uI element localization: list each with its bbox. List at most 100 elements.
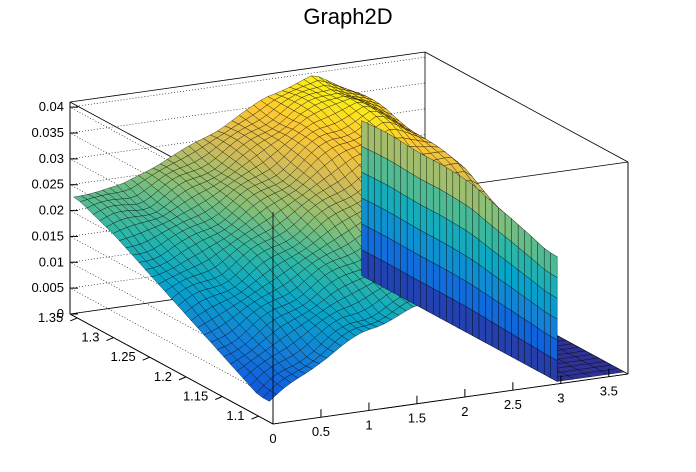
drop-wall-cell bbox=[446, 218, 453, 249]
drop-wall-cell bbox=[374, 256, 382, 287]
drop-wall-cell bbox=[393, 162, 401, 194]
drop-wall-cell bbox=[387, 237, 395, 268]
drop-wall-cell bbox=[452, 273, 460, 304]
drop-wall-cell bbox=[465, 255, 473, 286]
drop-wall-cell bbox=[550, 294, 558, 320]
y-tick bbox=[70, 317, 78, 322]
drop-wall-cell bbox=[400, 244, 408, 275]
drop-wall-cell bbox=[485, 293, 493, 323]
z-tick-label: 0.015 bbox=[31, 228, 64, 243]
y-tick bbox=[215, 396, 223, 400]
drop-wall-cell bbox=[491, 273, 499, 303]
y-tick-label: 1.1 bbox=[226, 408, 244, 423]
drop-wall-cell bbox=[380, 181, 388, 212]
drop-wall-cell bbox=[498, 302, 506, 331]
drop-wall-cell bbox=[380, 129, 388, 160]
drop-wall-cell bbox=[491, 297, 499, 327]
drop-wall-cell bbox=[504, 259, 512, 289]
drop-wall-cell bbox=[439, 240, 447, 271]
drop-wall-cell bbox=[367, 226, 375, 257]
drop-wall-cell bbox=[400, 166, 408, 198]
drop-wall-cell bbox=[393, 188, 401, 220]
drop-wall-cell bbox=[439, 188, 447, 220]
drop-wall-cell bbox=[426, 182, 434, 212]
z-tick-label: 0.01 bbox=[39, 254, 64, 269]
drop-wall-cell bbox=[380, 233, 388, 264]
drop-wall-cell bbox=[550, 273, 558, 299]
y-tick bbox=[142, 356, 150, 361]
box-edge-front bbox=[69, 313, 274, 425]
drop-wall-cell bbox=[393, 214, 401, 246]
drop-wall-cell bbox=[380, 259, 388, 290]
drop-wall-cell bbox=[439, 163, 447, 194]
drop-wall-cell bbox=[446, 269, 453, 300]
x-tick-label: 1.5 bbox=[408, 411, 426, 426]
drop-wall-cell bbox=[387, 185, 395, 216]
drop-wall-cell bbox=[446, 167, 453, 198]
drop-wall-cell bbox=[472, 284, 480, 315]
drop-wall-cell bbox=[406, 222, 414, 253]
x-tick-label: 3.5 bbox=[600, 384, 618, 399]
z-tick-label: 0.005 bbox=[31, 280, 64, 295]
drop-wall-cell bbox=[420, 152, 427, 183]
drop-wall-cell bbox=[498, 325, 506, 354]
drop-wall-cell bbox=[393, 266, 401, 297]
drop-wall-cell bbox=[478, 289, 486, 319]
drop-wall-cell bbox=[433, 185, 440, 216]
drop-wall-cell bbox=[459, 226, 467, 257]
drop-wall-cell bbox=[459, 277, 467, 307]
drop-wall-cell bbox=[413, 174, 421, 205]
y-tick-label: 1.3 bbox=[81, 330, 99, 345]
drop-wall-cell bbox=[426, 207, 434, 238]
x-tick-label: 0.5 bbox=[312, 424, 330, 439]
drop-wall-cell bbox=[380, 155, 388, 186]
y-tick bbox=[251, 415, 259, 420]
drop-wall-cell bbox=[387, 132, 395, 164]
drop-wall-cell bbox=[465, 280, 473, 311]
drop-wall-cell bbox=[530, 345, 538, 372]
drop-wall-cell bbox=[361, 171, 369, 202]
drop-wall-cell bbox=[544, 353, 551, 379]
drop-wall-cell bbox=[452, 170, 460, 202]
z-tick-label: 0.025 bbox=[31, 177, 64, 192]
drop-wall-cell bbox=[537, 349, 545, 375]
drop-wall-cell bbox=[504, 306, 512, 335]
z-tick-label: 0.02 bbox=[39, 203, 64, 218]
drop-wall-cell bbox=[413, 251, 421, 282]
drop-wall-cell bbox=[420, 229, 427, 260]
drop-wall-cell bbox=[465, 230, 473, 261]
drop-wall-cell bbox=[537, 327, 545, 354]
drop-wall-cell bbox=[406, 196, 414, 227]
drop-wall-cell bbox=[367, 149, 375, 179]
y-tick bbox=[106, 337, 114, 342]
drop-wall-cell bbox=[400, 140, 408, 172]
drop-wall-cell bbox=[485, 317, 493, 347]
drop-wall-cell bbox=[406, 274, 414, 304]
drop-wall-cell bbox=[400, 270, 408, 301]
drop-wall-cell bbox=[400, 192, 408, 224]
drop-wall-cell bbox=[387, 211, 395, 242]
drop-wall-cell bbox=[517, 314, 525, 342]
drop-wall-cell bbox=[478, 264, 486, 295]
drop-wall-cell bbox=[498, 254, 506, 284]
drop-wall-cell bbox=[393, 240, 401, 271]
drop-wall-cell bbox=[517, 337, 525, 365]
drop-wall-cell bbox=[504, 282, 512, 312]
drop-wall-cell bbox=[413, 200, 421, 231]
drop-wall-cell bbox=[472, 309, 480, 340]
drop-wall-cell bbox=[524, 341, 532, 368]
drop-wall-cell bbox=[433, 211, 440, 241]
drop-wall-cell bbox=[374, 204, 382, 235]
drop-wall-cell bbox=[420, 204, 427, 235]
drop-wall-cell bbox=[367, 252, 375, 283]
drop-wall-cell bbox=[439, 214, 447, 245]
z-tick-label: 0.035 bbox=[31, 125, 64, 140]
drop-wall-cell bbox=[406, 248, 414, 279]
drop-wall-cell bbox=[361, 120, 369, 150]
y-tick-label: 1.2 bbox=[154, 369, 172, 384]
drop-wall-cell bbox=[550, 356, 558, 382]
x-tick-label: 1 bbox=[365, 417, 372, 432]
drop-wall-cell bbox=[459, 200, 467, 231]
drop-wall-cell bbox=[446, 295, 453, 326]
